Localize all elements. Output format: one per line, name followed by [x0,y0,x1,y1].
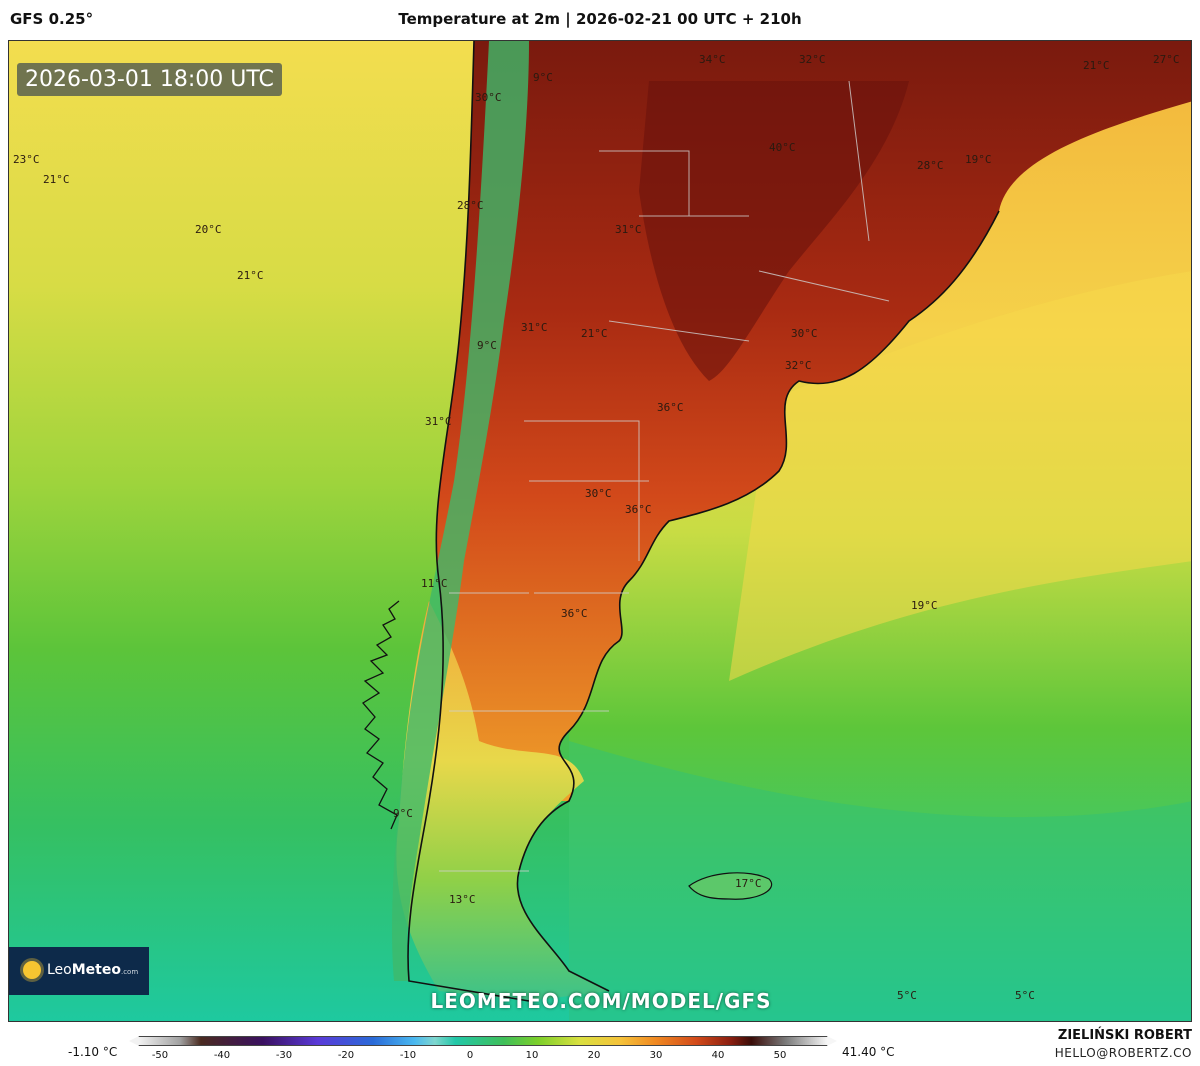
temp-label: 30°C [791,327,818,340]
temp-label: 27°C [1153,53,1180,66]
author-name: ZIELIŃSKI ROBERT [1057,1028,1192,1043]
temp-label: 36°C [657,401,684,414]
color-scale-bar [129,1036,837,1046]
temp-label: 31°C [521,321,548,334]
scale-tick: -40 [213,1050,231,1061]
scale-tick: 0 [466,1050,474,1061]
author-email[interactable]: HELLO@ROBERTZ.CO [1054,1046,1192,1060]
temperature-map: 2026-03-01 18:00 UTC 23°C 21°C 20°C 21°C… [8,40,1192,1022]
temp-label: 28°C [457,199,484,212]
andes-cool-strip [392,41,529,981]
logo-text-suffix: .com [120,968,139,976]
atlantic-cool-band [569,741,1191,1021]
temp-label: 17°C [735,877,762,890]
temp-label: 23°C [13,153,40,166]
scale-tick: -20 [337,1050,355,1061]
coastline [407,41,1000,1002]
temp-label: 36°C [561,607,588,620]
temp-label: 40°C [769,141,796,154]
temp-label: 9°C [393,807,413,820]
scale-tick: 50 [773,1050,787,1061]
logo-text-bold: Meteo [71,962,121,978]
temp-label: 21°C [237,269,264,282]
watermark-url: LEOMETEO.COM/MODEL/GFS [430,989,772,1013]
scale-tick: -30 [275,1050,293,1061]
fjords [362,600,400,830]
temp-label: 34°C [699,53,726,66]
temp-label: 19°C [911,599,938,612]
falkland-islands [688,872,773,900]
temp-label: 20°C [195,223,222,236]
temp-label: 5°C [1015,989,1035,1002]
temp-label: 32°C [785,359,812,372]
leometeo-logo: LeoMeteo.com [9,947,149,995]
chart-title: Temperature at 2m | 2026-02-21 00 UTC + … [398,10,802,28]
valid-time-badge: 2026-03-01 18:00 UTC [17,63,282,96]
scale-min-label: -1.10 °C [68,1045,118,1059]
scale-max-label: 41.40 °C [842,1045,895,1059]
temp-label: 13°C [449,893,476,906]
temp-label: 31°C [425,415,452,428]
model-label: GFS 0.25° [10,10,94,28]
sun-icon [23,961,41,979]
temp-label: 21°C [43,173,70,186]
scale-tick: -50 [151,1050,169,1061]
temp-label: 30°C [475,91,502,104]
temp-label: 5°C [897,989,917,1002]
temp-label: 32°C [799,53,826,66]
color-scale: -50 -40 -30 -20 -10 0 10 20 30 40 50 [128,1036,840,1064]
temp-label: 30°C [585,487,612,500]
temp-label: 36°C [625,503,652,516]
scale-tick: 30 [649,1050,663,1061]
temp-label: 9°C [477,339,497,352]
temp-label: 9°C [533,71,553,84]
land-hot-core [639,81,909,381]
temp-label: 28°C [917,159,944,172]
land-patagonia [396,601,609,1001]
scale-tick: 40 [711,1050,725,1061]
temp-label: 31°C [615,223,642,236]
logo-text-light: Leo [47,962,72,978]
scale-tick: -10 [399,1050,417,1061]
borders [439,80,890,872]
map-canvas [9,41,1191,1021]
temp-label: 11°C [421,577,448,590]
scale-tick: 20 [587,1050,601,1061]
temp-label: 21°C [1083,59,1110,72]
temp-label: 21°C [581,327,608,340]
temp-label: 19°C [965,153,992,166]
scale-tick: 10 [525,1050,539,1061]
